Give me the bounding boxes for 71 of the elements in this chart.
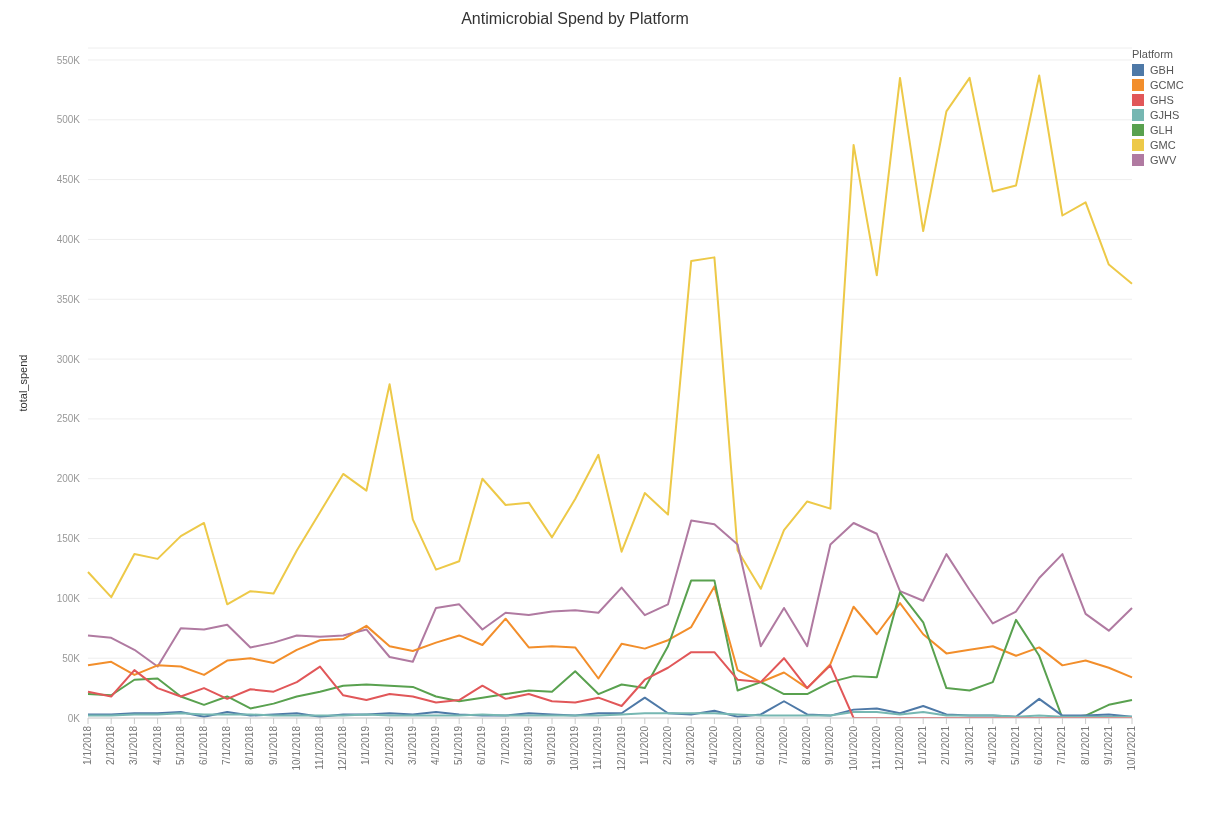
x-tick-label: 8/1/2018 bbox=[244, 725, 256, 765]
y-tick-label: 200K bbox=[56, 473, 81, 485]
y-tick-label: 250K bbox=[56, 413, 81, 425]
x-tick-label: 5/1/2021 bbox=[1010, 725, 1022, 765]
y-tick-label: 50K bbox=[62, 652, 81, 664]
legend-title: Platform bbox=[1132, 48, 1174, 60]
x-tick-label: 9/1/2021 bbox=[1102, 725, 1114, 765]
chart-title: Antimicrobial Spend by Platform bbox=[460, 10, 690, 28]
x-tick-label: 3/1/2021 bbox=[963, 725, 975, 765]
x-tick-label: 6/1/2018 bbox=[198, 725, 210, 765]
x-tick-label: 3/1/2020 bbox=[685, 725, 697, 765]
x-tick-label: 12/1/2020 bbox=[894, 725, 906, 771]
y-tick-label: 450K bbox=[56, 174, 81, 186]
x-tick-label: 5/1/2020 bbox=[731, 725, 743, 765]
x-tick-label: 12/1/2019 bbox=[615, 725, 627, 771]
x-tick-label: 6/1/2020 bbox=[754, 725, 766, 765]
y-tick-label: 500K bbox=[56, 114, 81, 126]
x-tick-label: 7/1/2020 bbox=[778, 725, 790, 765]
x-tick-label: 1/1/2020 bbox=[638, 725, 650, 765]
y-axis-title: total_spend bbox=[16, 354, 29, 412]
x-tick-label: 12/1/2018 bbox=[337, 725, 349, 771]
legend-label: GBH bbox=[1150, 64, 1174, 76]
y-tick-label: 550K bbox=[56, 54, 81, 66]
x-tick-label: 5/1/2018 bbox=[174, 725, 186, 765]
x-tick-label: 4/1/2021 bbox=[986, 725, 998, 765]
legend-label: GLH bbox=[1150, 124, 1173, 136]
legend-label: GJHS bbox=[1150, 109, 1180, 121]
x-tick-label: 11/1/2019 bbox=[592, 725, 604, 770]
x-tick-label: 8/1/2020 bbox=[801, 725, 813, 765]
line-series bbox=[87, 519, 1133, 668]
x-tick-label: 10/1/2019 bbox=[569, 725, 581, 771]
x-tick-label: 9/1/2018 bbox=[267, 725, 279, 765]
y-tick-label: 150K bbox=[56, 533, 81, 545]
x-tick-label: 1/1/2019 bbox=[360, 725, 372, 765]
x-tick-label: 11/1/2020 bbox=[870, 725, 882, 770]
y-tick-label: 100K bbox=[56, 592, 81, 604]
y-tick-label: 350K bbox=[56, 293, 81, 305]
x-tick-label: 10/1/2021 bbox=[1126, 725, 1138, 771]
x-tick-label: 7/1/2019 bbox=[499, 725, 511, 765]
line-series bbox=[87, 74, 1133, 606]
x-tick-label: 9/1/2019 bbox=[546, 725, 558, 765]
x-tick-label: 1/1/2021 bbox=[917, 725, 929, 765]
x-tick-label: 1/1/2018 bbox=[82, 725, 94, 765]
x-tick-label: 2/1/2018 bbox=[105, 725, 117, 765]
x-tick-label: 7/1/2021 bbox=[1056, 725, 1068, 765]
x-tick-label: 4/1/2019 bbox=[430, 725, 442, 765]
x-tick-label: 2/1/2021 bbox=[940, 725, 952, 765]
x-tick-label: 4/1/2018 bbox=[151, 725, 163, 765]
line-series bbox=[87, 585, 1133, 690]
x-tick-label: 2/1/2020 bbox=[662, 725, 674, 765]
x-tick-label: 7/1/2018 bbox=[221, 725, 233, 765]
x-tick-label: 8/1/2019 bbox=[522, 725, 534, 765]
x-tick-label: 6/1/2021 bbox=[1033, 725, 1045, 765]
x-tick-label: 8/1/2021 bbox=[1079, 725, 1091, 765]
x-tick-label: 10/1/2020 bbox=[847, 725, 859, 771]
legend-label: GCMC bbox=[1150, 79, 1184, 91]
x-tick-label: 11/1/2018 bbox=[314, 725, 326, 770]
y-tick-label: 300K bbox=[56, 353, 81, 365]
legend-label: GWV bbox=[1150, 154, 1177, 166]
x-tick-label: 3/1/2018 bbox=[128, 725, 140, 765]
x-tick-label: 3/1/2019 bbox=[406, 725, 418, 765]
x-tick-label: 10/1/2018 bbox=[290, 725, 302, 771]
x-tick-label: 9/1/2020 bbox=[824, 725, 836, 765]
x-tick-label: 5/1/2019 bbox=[453, 725, 465, 765]
x-tick-label: 4/1/2020 bbox=[708, 725, 720, 765]
y-tick-label: 0K bbox=[67, 712, 81, 724]
legend-label: GMC bbox=[1150, 139, 1176, 151]
y-tick-label: 400K bbox=[56, 233, 81, 245]
x-tick-label: 6/1/2019 bbox=[476, 725, 488, 765]
x-tick-label: 2/1/2019 bbox=[383, 725, 395, 765]
legend-label: GHS bbox=[1150, 94, 1174, 106]
